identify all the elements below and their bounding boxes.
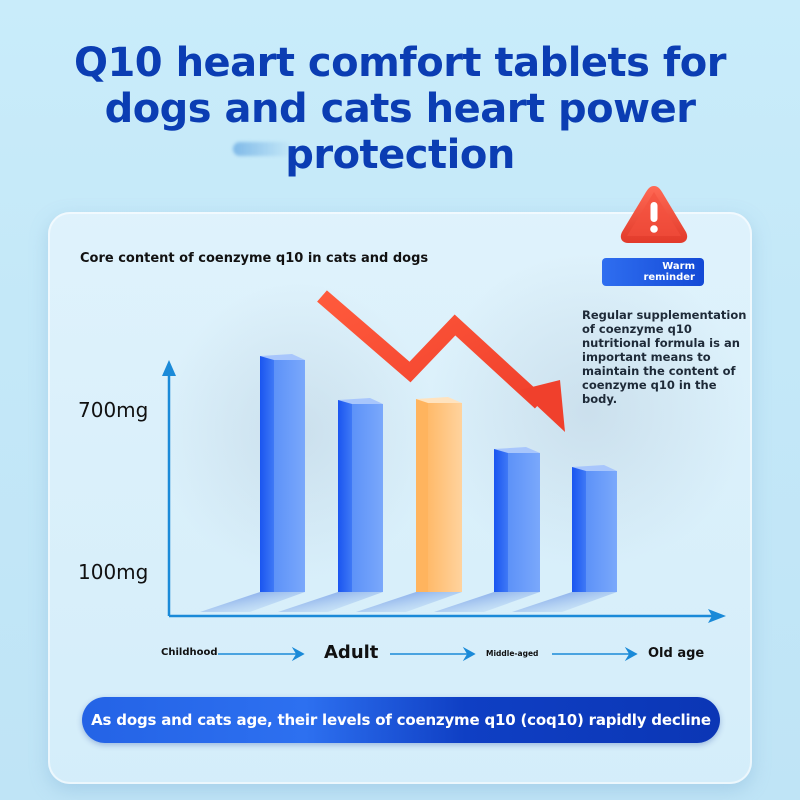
y-tick-700mg: 700mg: [78, 398, 149, 422]
stage-childhood: Childhood: [161, 647, 218, 658]
stage-middle-aged: Middle-aged: [486, 649, 539, 658]
decorative-swoosh: [233, 142, 293, 156]
warm-reminder-badge: Warm reminder: [602, 258, 704, 286]
headline-line-1: Q10 heart comfort tablets for: [73, 40, 727, 86]
summary-banner: As dogs and cats age, their levels of co…: [82, 697, 720, 743]
stage-old-age: Old age: [648, 646, 705, 661]
reminder-text: Regular supplementation of coenzyme q10 …: [582, 308, 747, 406]
warning-triangle-icon: [620, 186, 688, 243]
page-headline: Q10 heart comfort tablets for dogs and c…: [0, 40, 800, 178]
headline-line-3: protection: [285, 132, 515, 178]
y-tick-100mg: 100mg: [78, 560, 149, 584]
chart-title: Core content of coenzyme q10 in cats and…: [80, 251, 429, 266]
dog-silhouette: [428, 252, 748, 572]
stage-adult: Adult: [324, 642, 379, 663]
headline-line-2: dogs and cats heart power: [104, 86, 696, 132]
badge-line-1: Warm: [662, 261, 695, 272]
cat-silhouette: [158, 282, 438, 582]
badge-line-2: reminder: [643, 272, 695, 283]
